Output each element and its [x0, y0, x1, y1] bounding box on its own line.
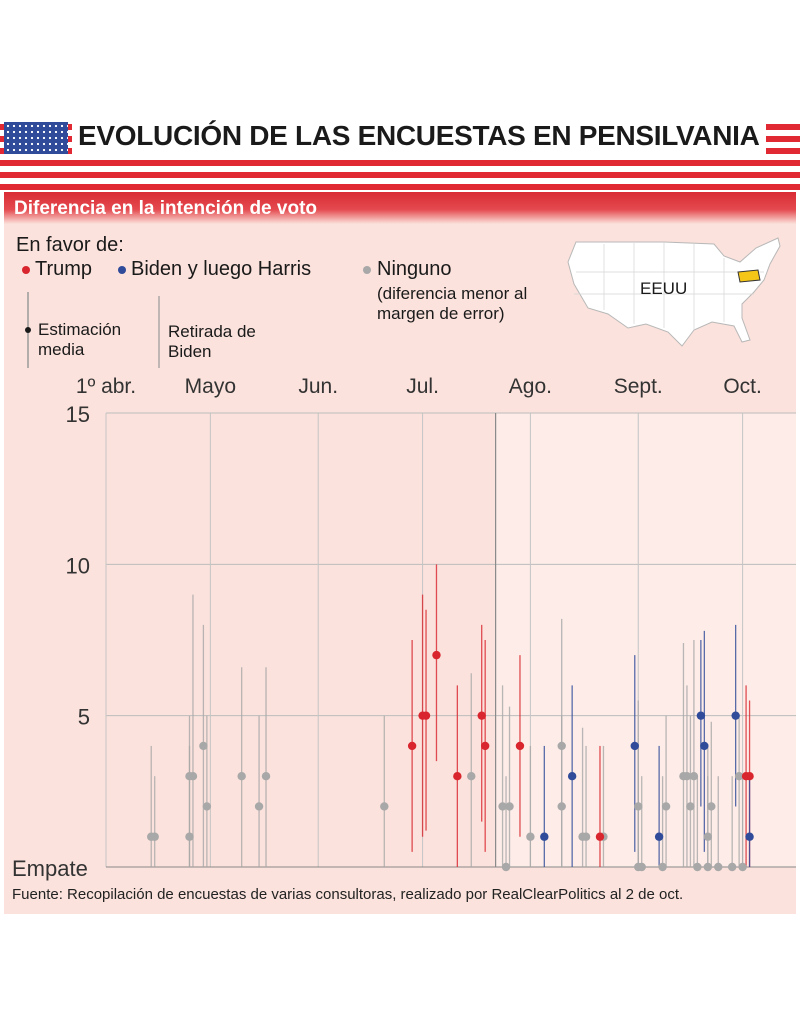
source-note: Fuente: Recopilación de encuestas de var… [12, 886, 684, 903]
data-point [453, 772, 462, 781]
x-tick-label: Mayo [185, 375, 236, 398]
data-point [661, 802, 671, 811]
data-point [637, 862, 646, 872]
data-point [745, 832, 754, 841]
data-point [505, 802, 514, 811]
data-point [526, 832, 535, 841]
x-tick-label: 1º abr. [76, 375, 136, 398]
data-point [540, 832, 549, 841]
data-point [150, 832, 159, 841]
data-point [557, 802, 566, 811]
data-point [714, 862, 723, 872]
legend-harris-label: Biden y luego Harris [131, 258, 312, 280]
legend-withdrawal-label: Retirada de Biden [168, 322, 256, 361]
page-title: EVOLUCIÓN DE LAS ENCUESTAS EN PENSILVANI… [72, 118, 766, 154]
data-point [501, 862, 511, 872]
y-tick-label: Empate [12, 856, 88, 881]
data-point [380, 802, 389, 811]
data-point [595, 832, 605, 841]
data-point [421, 711, 431, 720]
data-point [682, 772, 692, 781]
data-point [738, 862, 747, 872]
y-tick-label: 10 [66, 553, 90, 578]
data-point [745, 772, 754, 781]
x-tick-label: Oct. [723, 375, 762, 398]
data-point [407, 741, 417, 751]
data-point [432, 650, 441, 660]
legend-estimate-label: Estimación media [38, 320, 122, 359]
data-point [467, 772, 476, 781]
data-point [581, 832, 591, 841]
legend-trump-dot [22, 266, 30, 274]
data-point [202, 802, 212, 811]
x-tick-label: Jun. [298, 375, 338, 398]
legend-withdrawal-line [158, 296, 160, 368]
legend-none-label: Ninguno [377, 258, 452, 280]
data-point [261, 772, 271, 781]
chart-subtitle: Diferencia en la intención de voto [14, 198, 318, 219]
data-point [658, 862, 667, 872]
map-label: EEUU [640, 279, 687, 298]
y-tick-label: 5 [78, 705, 90, 730]
data-point [734, 772, 744, 781]
data-point [480, 741, 490, 751]
data-point [498, 802, 507, 811]
data-point [254, 802, 264, 811]
legend-trump-label: Trump [35, 258, 93, 280]
data-point [686, 802, 695, 811]
legend-estimate-icon [25, 292, 31, 368]
post-withdrawal-region [495, 413, 796, 867]
chart-panel: Diferencia en la intención de voto En fa… [4, 192, 796, 914]
x-tick-label: Ago. [509, 375, 552, 398]
y-tick-label: 15 [66, 402, 90, 427]
scatter-chart: Empate 5 10 15 1º abr. Mayo Jun. Jul. Ago. Sept. O… [12, 375, 796, 881]
legend-none-note: (diferencia menor al margen de error) [377, 284, 528, 323]
data-point [557, 741, 566, 751]
legend-harris-dot [118, 266, 126, 274]
subtitle-bar: Diferencia en la intención de voto [4, 192, 796, 224]
x-tick-label: Jul. [406, 375, 439, 398]
legend-heading: En favor de: [16, 234, 124, 256]
data-point [477, 711, 486, 720]
header: EVOLUCIÓN DE LAS ENCUESTAS EN PENSILVANI… [0, 118, 800, 190]
data-point [731, 711, 740, 720]
data-point [515, 741, 525, 751]
data-point [707, 802, 716, 811]
data-point [696, 711, 706, 720]
data-point [689, 772, 699, 781]
data-point [700, 741, 709, 751]
data-point [630, 741, 639, 751]
data-point [703, 832, 713, 841]
data-point [185, 832, 194, 841]
x-tick-label: Sept. [614, 375, 663, 398]
data-point [654, 832, 664, 841]
data-point [188, 772, 198, 781]
data-point [634, 802, 643, 811]
data-point [237, 772, 246, 781]
data-point [567, 772, 577, 781]
data-point [727, 862, 737, 872]
data-point [199, 741, 208, 751]
legend-none-dot [363, 266, 371, 274]
data-point [693, 862, 702, 872]
data-point [703, 862, 713, 872]
flag-canton [4, 122, 68, 154]
usa-map: EEUU [567, 237, 781, 347]
